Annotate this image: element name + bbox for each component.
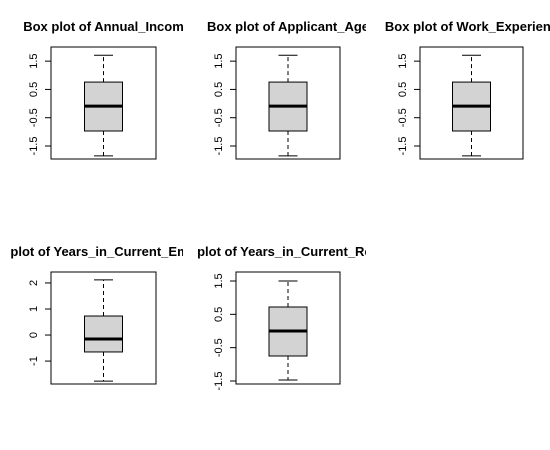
panel: plot of Years_in_Current_Emp -1 0 1 2 [10, 244, 196, 385]
plot-frame [50, 46, 157, 160]
y-tick-label: -0.5 [28, 108, 40, 127]
y-tick-label: 0.5 [213, 307, 225, 322]
panel: Box plot of Applicant_Age -1.5 -0.5 0.5 1.5 [207, 19, 369, 160]
chart-title: plot of Years_in_Current_Res [197, 244, 379, 259]
y-tick-label: -1.5 [397, 137, 409, 156]
panel: Box plot of Work_Experienc -1.5 -0.5 0.5 1.5 [385, 19, 550, 160]
y-tick-label: -1.5 [213, 372, 225, 391]
panel: Box plot of Annual_Incom -1.5 -0.5 0.5 1.5 [23, 19, 184, 160]
box [84, 315, 123, 353]
y-tick-label: 1.5 [28, 53, 40, 68]
plot-frame [50, 271, 157, 385]
y-tick-label: 0.5 [28, 82, 40, 97]
y-tick-label: 0.5 [213, 82, 225, 97]
y-tick-label: -0.5 [213, 338, 225, 357]
y-tick-label: -1 [28, 356, 40, 366]
y-tick-label: -1.5 [28, 137, 40, 156]
y-tick-label: 2 [28, 280, 40, 286]
chart-title: Box plot of Applicant_Age [207, 19, 369, 34]
y-tick-label: 1 [28, 306, 40, 312]
chart-title: Box plot of Work_Experienc [385, 19, 550, 34]
plot-frame [235, 46, 341, 160]
y-tick-label: 0 [28, 332, 40, 338]
chart-title: plot of Years_in_Current_Emp [10, 244, 196, 259]
y-tick-label: -1.5 [213, 137, 225, 156]
y-tick-label: 0.5 [397, 82, 409, 97]
y-tick-label: 1.5 [213, 273, 225, 288]
y-tick-label: -0.5 [213, 108, 225, 127]
y-tick-label: 1.5 [397, 53, 409, 68]
plot-frame [235, 271, 341, 385]
chart-title: Box plot of Annual_Incom [23, 19, 184, 34]
y-tick-label: 1.5 [213, 53, 225, 68]
y-tick-label: -0.5 [397, 108, 409, 127]
plot-frame [419, 46, 524, 160]
panel: plot of Years_in_Current_Res -1.5 -0.5 0.5 1… [197, 244, 379, 391]
